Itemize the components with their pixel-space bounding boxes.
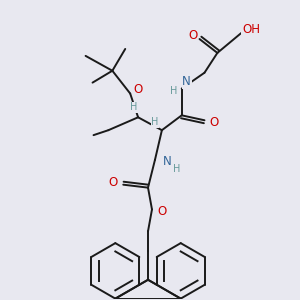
Text: H: H (130, 102, 138, 112)
Text: O: O (134, 83, 143, 96)
Text: N: N (163, 155, 171, 168)
Text: O: O (210, 116, 219, 129)
Text: O: O (188, 28, 197, 42)
Text: N: N (182, 75, 191, 88)
Text: O: O (157, 205, 167, 218)
Text: H: H (170, 85, 178, 96)
Text: OH: OH (242, 22, 260, 36)
Text: H: H (173, 164, 180, 174)
Text: O: O (109, 176, 118, 189)
Text: H: H (151, 117, 159, 127)
